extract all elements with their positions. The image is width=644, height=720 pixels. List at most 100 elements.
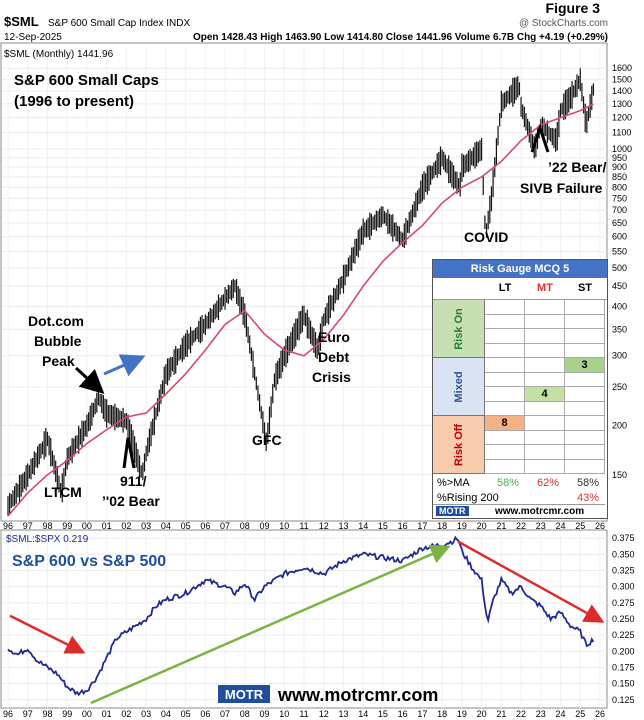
main-x-tick: 24 — [556, 521, 566, 531]
ratio-y-tick: 0.325 — [612, 566, 635, 576]
annotation-arrows — [74, 123, 550, 469]
ratio-y-tick: 0.250 — [612, 614, 635, 624]
euro-line2: Debt — [318, 349, 349, 365]
ratio-x-tick: 03 — [141, 709, 151, 719]
bear911-check — [122, 437, 136, 469]
gauge-cell — [485, 445, 525, 460]
gauge-cell — [525, 459, 565, 474]
ratio-y-axis: 0.375 0.350 0.325 0.300 0.275 0.250 0.225 0.200… — [612, 533, 635, 705]
main-y-tick: 850 — [612, 172, 627, 182]
main-y-tick: 800 — [612, 182, 627, 192]
bear911-line1: 911/ — [120, 473, 147, 489]
main-x-tick: 05 — [181, 521, 191, 531]
ratio-x-tick: 17 — [417, 709, 427, 719]
risk-gauge-columns: LT MT ST — [433, 278, 607, 300]
gauge-cell — [565, 445, 605, 460]
main-x-tick: 23 — [536, 521, 546, 531]
main-x-tick: 02 — [121, 521, 131, 531]
ratio-title: S&P 600 vs S&P 500 — [12, 553, 166, 570]
bear22-line1: ’22 Bear/ — [548, 159, 606, 175]
gauge-cell — [565, 387, 605, 402]
gauge-reading-mt: 4 — [525, 387, 565, 402]
main-x-tick: 26 — [595, 521, 605, 531]
main-x-tick: 00 — [82, 521, 92, 531]
main-title-line2: (1996 to present) — [14, 93, 134, 110]
gauge-zone-label: Risk On — [452, 307, 465, 350]
gauge-cell — [485, 358, 525, 373]
pct-ma-label: %>MA — [437, 477, 470, 489]
motr-logo — [218, 685, 270, 703]
main-y-tick: 950 — [612, 153, 627, 163]
gauge-cell — [565, 372, 605, 387]
euro-line3: Crisis — [312, 369, 351, 385]
euro-line1: Euro — [318, 329, 350, 345]
main-y-tick: 450 — [612, 281, 627, 291]
ratio-x-tick: 11 — [299, 709, 308, 719]
ratio-trend-arrow — [90, 544, 451, 705]
main-y-tick: 1300 — [612, 99, 632, 109]
gauge-zone-label: Risk Off — [452, 423, 465, 466]
main-x-tick: 11 — [299, 521, 308, 531]
gauge-cell — [565, 459, 605, 474]
risk-gauge-body: Risk On Mixed Risk Off 8 4 3 — [433, 300, 605, 474]
gauge-logo: MOTR — [436, 506, 469, 516]
main-x-tick: 96 — [3, 521, 13, 531]
motr-logo-text: MOTR — [225, 687, 264, 702]
ratio-x-tick: 10 — [279, 709, 289, 719]
dotcom-blue-arrow — [103, 354, 146, 377]
main-y-tick: 900 — [612, 162, 627, 172]
ratio-x-tick: 14 — [358, 709, 368, 719]
main-x-tick: 12 — [319, 521, 329, 531]
gauge-url: www.motrcmr.com — [495, 506, 585, 517]
bear22-check — [530, 123, 550, 153]
gauge-cell — [485, 430, 525, 445]
main-x-tick: 04 — [161, 521, 171, 531]
pct-ma-lt: 58% — [497, 477, 520, 489]
main-y-tick: 300 — [612, 351, 627, 361]
ratio-x-tick: 04 — [161, 709, 171, 719]
ltcm-label: LTCM — [44, 484, 82, 500]
gauge-cell — [565, 430, 605, 445]
main-x-tick: 17 — [417, 521, 427, 531]
ratio-x-tick: 16 — [398, 709, 408, 719]
ratio-y-tick: 0.350 — [612, 549, 635, 559]
main-x-tick: 10 — [279, 521, 289, 531]
main-x-tick: 09 — [260, 521, 270, 531]
main-y-tick: 1000 — [612, 144, 632, 154]
gauge-zone-mixed: Mixed — [433, 358, 485, 416]
main-x-tick: 22 — [516, 521, 526, 531]
ratio-y-tick: 0.225 — [612, 630, 635, 640]
col-st: ST — [577, 282, 593, 294]
gauge-cell — [525, 343, 565, 358]
main-y-tick: 250 — [612, 382, 627, 392]
ratio-x-tick: 23 — [536, 709, 546, 719]
gauge-corner — [433, 278, 485, 299]
main-x-tick: 19 — [457, 521, 467, 531]
ratio-x-tick: 01 — [102, 709, 112, 719]
gauge-cell — [525, 358, 565, 373]
main-x-tick: 06 — [200, 521, 210, 531]
ratio-x-tick: 97 — [23, 709, 33, 719]
ratio-x-tick: 08 — [240, 709, 250, 719]
gauge-cell — [565, 300, 605, 315]
main-title-line1: S&P 600 Small Caps — [14, 72, 159, 89]
gauge-cell — [525, 445, 565, 460]
gauge-reading-lt: 8 — [485, 416, 525, 431]
ratio-y-tick: 0.125 — [612, 695, 635, 705]
moving-average-line — [7, 103, 594, 517]
ratio-y-tick: 0.300 — [612, 582, 635, 592]
dotcom-line3: Peak — [42, 353, 75, 369]
main-y-tick: 750 — [612, 193, 627, 203]
col-lt: LT — [498, 282, 512, 294]
bear22-line2: SIVB Failure — [520, 180, 603, 196]
gauge-footer: MOTR www.motrcmr.com — [433, 504, 605, 519]
rising-label: %Rising 200 — [437, 492, 499, 504]
ratio-x-tick: 22 — [516, 709, 526, 719]
ratio-x-tick: 06 — [200, 709, 210, 719]
dotcom-line2: Bubble — [34, 333, 82, 349]
rising-value: 43% — [577, 492, 600, 504]
figure-label: Figure 3 — [546, 0, 601, 16]
main-x-axis: 96 97 98 99 00 01 02 03 04 05 06 07 08 09 10 11 12 13 14 15… — [3, 521, 605, 531]
